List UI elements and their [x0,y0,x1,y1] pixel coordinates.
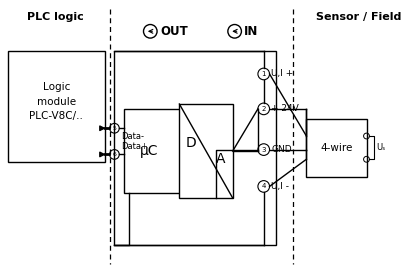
Bar [114,51,276,245]
Text: D: D [186,136,196,150]
Bar [180,104,233,198]
Text: 3: 3 [262,147,266,153]
Text: Logic
module
PLC-V8C/..: Logic module PLC-V8C/.. [29,82,83,121]
Text: PLC logic: PLC logic [27,12,84,22]
Text: Data+: Data+ [121,142,148,151]
Text: IN: IN [244,25,259,38]
Bar [8,51,105,162]
Text: OUT: OUT [160,25,188,38]
Text: 2: 2 [262,106,266,112]
Text: + 24V: + 24V [271,104,299,113]
Text: μC: μC [140,144,158,158]
Bar [124,109,189,193]
Text: Sensor / Field: Sensor / Field [316,12,401,22]
Text: 4-wire: 4-wire [320,143,353,153]
Text: 6: 6 [113,152,116,157]
Text: GND: GND [271,145,292,154]
Text: U,I +: U,I + [271,69,294,78]
Text: U,I -: U,I - [271,182,290,191]
Text: A: A [216,152,226,166]
Text: Data-: Data- [121,132,144,141]
Text: 1: 1 [262,71,266,77]
Bar [306,118,366,177]
Text: 5: 5 [113,126,116,131]
Text: 4: 4 [262,183,266,189]
Text: Uₛ: Uₛ [376,143,386,152]
